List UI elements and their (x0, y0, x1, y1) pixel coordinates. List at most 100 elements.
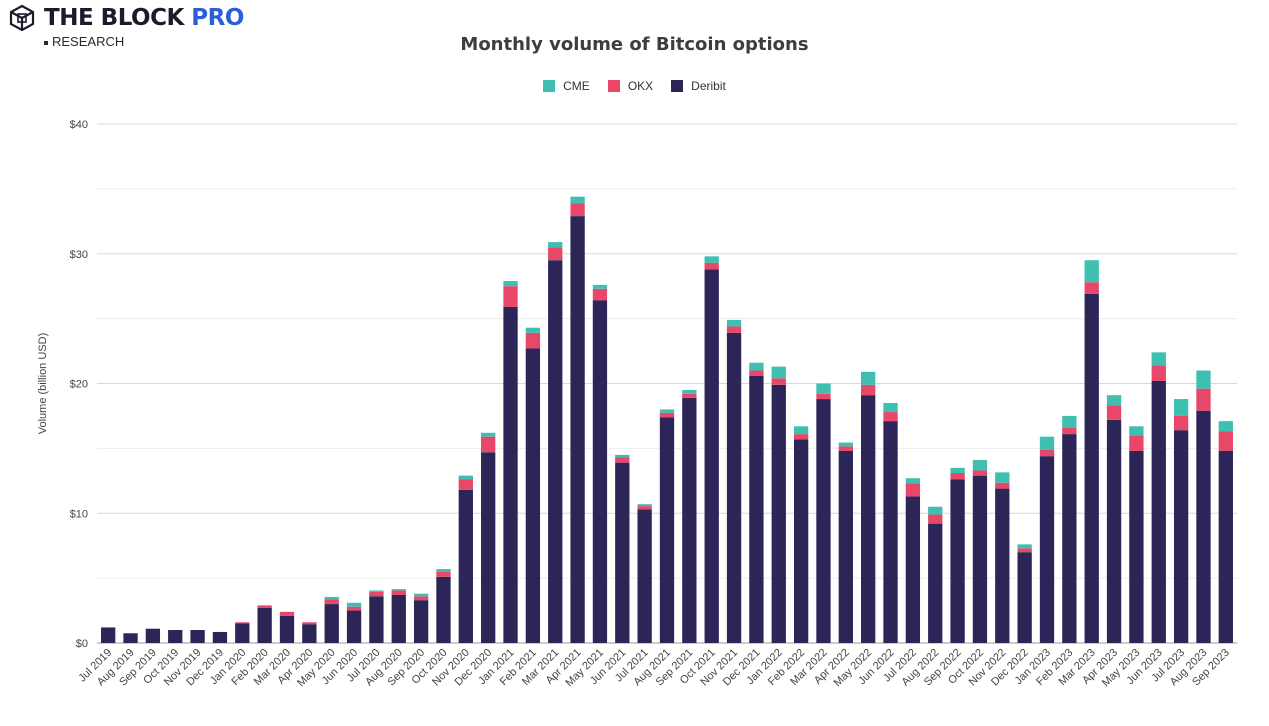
bar-segment-okx (302, 622, 317, 625)
bar-segment-cme (793, 426, 809, 435)
bar-segment-okx (570, 203, 585, 217)
bar-segment-cme (346, 602, 362, 607)
bar-segment-cme (1039, 436, 1055, 450)
bar-segment-cme (928, 506, 943, 515)
bar-segment-okx (615, 457, 630, 463)
bar-segment-cme (995, 472, 1010, 483)
legend-label-cme: CME (563, 79, 590, 93)
bar-segment-cme (816, 383, 831, 394)
legend-swatch-okx (607, 80, 620, 92)
bar-segment-deribit (369, 596, 384, 643)
bar-segment-cme (1173, 399, 1189, 416)
bar-segment-okx (749, 370, 764, 376)
bar-segment-okx (592, 288, 608, 301)
bar-segment-deribit (838, 450, 853, 643)
bar-segment-deribit (1017, 552, 1032, 643)
bar-segment-deribit (771, 384, 786, 643)
bar-segment-cme (481, 432, 496, 437)
bar-segment-deribit (905, 496, 921, 643)
bar-segment-okx (972, 470, 988, 476)
brand-pro: PRO (191, 5, 244, 31)
bar-segment-deribit (726, 332, 742, 643)
bar-segment-cme (682, 389, 697, 394)
bar-segment-okx (1017, 548, 1032, 553)
bar-segment-cme (324, 596, 339, 600)
bar-segment-deribit (413, 600, 429, 643)
bar-segment-deribit (1151, 380, 1166, 643)
bar-segment-cme (436, 569, 451, 572)
bullet-icon (44, 40, 48, 45)
bar-segment-deribit (972, 475, 988, 643)
legend-label-deribit: Deribit (691, 79, 726, 93)
bar-segment-okx (682, 393, 697, 398)
bar-segment-okx (1084, 282, 1099, 294)
bar-segment-deribit (503, 306, 518, 643)
bar-segment-cme (1062, 415, 1077, 428)
chart-title: Monthly volume of Bitcoin options (460, 34, 809, 55)
bar-segment-deribit (861, 395, 876, 643)
bar-segment-okx (525, 332, 541, 349)
bar-segment-okx (905, 483, 921, 497)
bar-segment-cme (726, 319, 742, 327)
bar-segment-deribit (682, 397, 697, 643)
bar-segment-cme (1129, 426, 1144, 436)
legend-swatch-deribit (671, 80, 684, 92)
bar-segment-deribit (123, 633, 138, 643)
bar-segment-cme (391, 589, 406, 591)
bar-segment-deribit (302, 624, 317, 643)
bar-segment-okx (704, 262, 719, 270)
bar-segment-cme (592, 284, 608, 289)
bar-segment-okx (816, 393, 831, 400)
bar-segment-deribit (883, 421, 898, 643)
y-tick-label: $0 (76, 638, 88, 650)
bar-segment-okx (883, 412, 898, 422)
bar-segment-deribit (548, 260, 563, 643)
bar-segment-cme (637, 504, 652, 507)
bar-segment-deribit (145, 628, 161, 643)
bar-segment-cme (749, 362, 764, 371)
bar-segment-okx (726, 326, 742, 333)
y-axis-label: Volume (billion USD) (37, 333, 49, 434)
bar-segment-okx (838, 446, 853, 451)
bar-segment-deribit (391, 594, 406, 643)
bar-segment-deribit (481, 452, 496, 643)
bar-segment-deribit (101, 627, 116, 643)
bar-segment-cme (838, 442, 853, 447)
bar-segment-okx (279, 611, 295, 616)
legend-item-okx: OKX (607, 79, 654, 93)
bar-segment-cme (615, 454, 630, 458)
bar-segment-cme (861, 371, 876, 385)
bar-segment-okx (928, 514, 943, 524)
bar-segment-cme (1017, 544, 1032, 549)
bar-segment-deribit (257, 607, 272, 643)
bar-segment-deribit (659, 417, 675, 643)
legend-swatch-cme (543, 80, 556, 92)
bar-segment-deribit (749, 375, 764, 643)
y-tick-label: $40 (70, 119, 88, 131)
y-tick-label: $20 (70, 379, 88, 391)
bar-segment-okx (637, 506, 652, 510)
legend-label-okx: OKX (627, 79, 654, 93)
bar-segment-cme (503, 280, 518, 287)
bar-segment-cme (570, 196, 585, 204)
bar-segment-deribit (1062, 434, 1077, 643)
bar-segment-okx (391, 590, 406, 595)
bar-segment-okx (1106, 405, 1122, 420)
bar-segment-cme (1196, 370, 1211, 389)
bar-segment-okx (458, 479, 473, 490)
legend-item-cme: CME (543, 79, 590, 93)
bar-segment-deribit (168, 630, 183, 643)
bar-segment-okx (1151, 365, 1166, 381)
bar-segment-okx (548, 247, 563, 261)
bar-segment-okx (861, 384, 876, 396)
brand-subtitle: RESEARCH (44, 34, 244, 49)
bar-segment-deribit (995, 488, 1010, 643)
bar-segment-cme (458, 475, 473, 480)
bar-segment-okx (503, 286, 518, 307)
bar-segment-deribit (615, 462, 630, 643)
bar-segment-deribit (1173, 430, 1189, 643)
bar-segment-okx (793, 434, 809, 440)
bar-segment-cme (1151, 352, 1166, 366)
bar-segment-cme (883, 402, 898, 413)
